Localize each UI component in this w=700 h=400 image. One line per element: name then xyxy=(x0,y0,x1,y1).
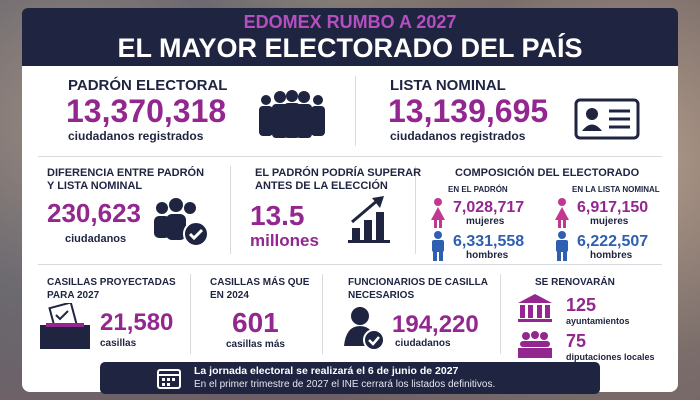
label: PADRÓN ELECTORAL xyxy=(68,77,228,94)
caption: ciudadanos registrados xyxy=(390,129,526,143)
woman-icon xyxy=(431,198,445,228)
caption: ciudadanos registrados xyxy=(68,129,204,143)
section-title: COMPOSICIÓN DEL ELECTORADO xyxy=(455,167,640,179)
value: 13,370,318 xyxy=(66,93,227,129)
man-icon xyxy=(432,231,444,261)
caption: diputaciones locales xyxy=(566,352,655,362)
value: 13.5 xyxy=(250,200,305,231)
value: 6,331,558 xyxy=(453,233,525,250)
value: 6,222,507 xyxy=(577,233,649,250)
label: PARA 2027 xyxy=(47,290,100,301)
footer-line: La jornada electoral se realizará el 6 d… xyxy=(194,365,459,377)
label: EN 2024 xyxy=(210,290,249,301)
growth-icon xyxy=(348,196,390,243)
value: 230,623 xyxy=(47,198,141,228)
divider xyxy=(38,264,662,265)
value: 7,028,717 xyxy=(453,199,525,216)
man-icon xyxy=(556,231,568,261)
group-check-icon xyxy=(154,198,209,247)
section-title: SE RENOVARÁN xyxy=(535,277,615,288)
divider xyxy=(322,274,323,354)
value: 194,220 xyxy=(392,311,479,338)
caption: ciudadanos xyxy=(395,338,451,349)
town-hall-icon xyxy=(518,294,552,322)
caption: ayuntamientos xyxy=(566,316,630,326)
caption: casillas más xyxy=(226,339,285,350)
label: CASILLAS PROYECTADAS xyxy=(47,277,176,288)
caption: casillas xyxy=(100,338,137,349)
label: FUNCIONARIOS DE CASILLA xyxy=(348,277,488,288)
value: 75 xyxy=(566,331,587,351)
value: 6,917,150 xyxy=(577,199,649,216)
divider xyxy=(190,274,191,354)
id-card-icon xyxy=(574,98,640,140)
label: CASILLAS MÁS QUE xyxy=(210,277,310,288)
divider xyxy=(355,76,356,146)
divider xyxy=(415,166,416,254)
people-icon xyxy=(259,90,325,138)
caption: mujeres xyxy=(590,216,629,227)
label: Y LISTA NOMINAL xyxy=(47,180,143,192)
label: EL PADRÓN PODRÍA SUPERAR xyxy=(255,167,422,179)
divider xyxy=(38,156,662,157)
header-panel xyxy=(22,8,678,66)
footer-bar xyxy=(100,362,600,394)
woman-icon xyxy=(555,198,569,228)
label: LISTA NOMINAL xyxy=(390,77,506,94)
label: DIFERENCIA ENTRE PADRÓN xyxy=(47,167,205,179)
label: ANTES DE LA ELECCIÓN xyxy=(255,180,388,192)
caption: hombres xyxy=(466,250,509,261)
title: EL MAYOR ELECTORADO DEL PAÍS xyxy=(117,33,583,63)
unit: millones xyxy=(250,231,319,250)
column-heading: EN LA LISTA NOMINAL xyxy=(572,185,660,194)
footer-line: En el primer trimestre de 2027 el INE ce… xyxy=(194,379,496,390)
divider xyxy=(500,274,501,354)
value: 601 xyxy=(232,307,279,338)
caption: hombres xyxy=(590,250,633,261)
label: NECESARIOS xyxy=(348,290,415,301)
ballot-icon xyxy=(40,303,90,349)
value: 21,580 xyxy=(100,309,174,336)
caption: ciudadanos xyxy=(65,233,127,245)
value: 13,139,695 xyxy=(388,93,549,129)
column-heading: EN EL PADRÓN xyxy=(448,185,508,194)
value: 125 xyxy=(566,295,597,315)
official-icon xyxy=(344,307,385,351)
caption: mujeres xyxy=(466,216,505,227)
calendar-icon xyxy=(157,369,181,389)
kicker: EDOMEX RUMBO A 2027 xyxy=(243,12,457,32)
divider xyxy=(230,166,231,254)
congress-icon xyxy=(518,331,552,358)
